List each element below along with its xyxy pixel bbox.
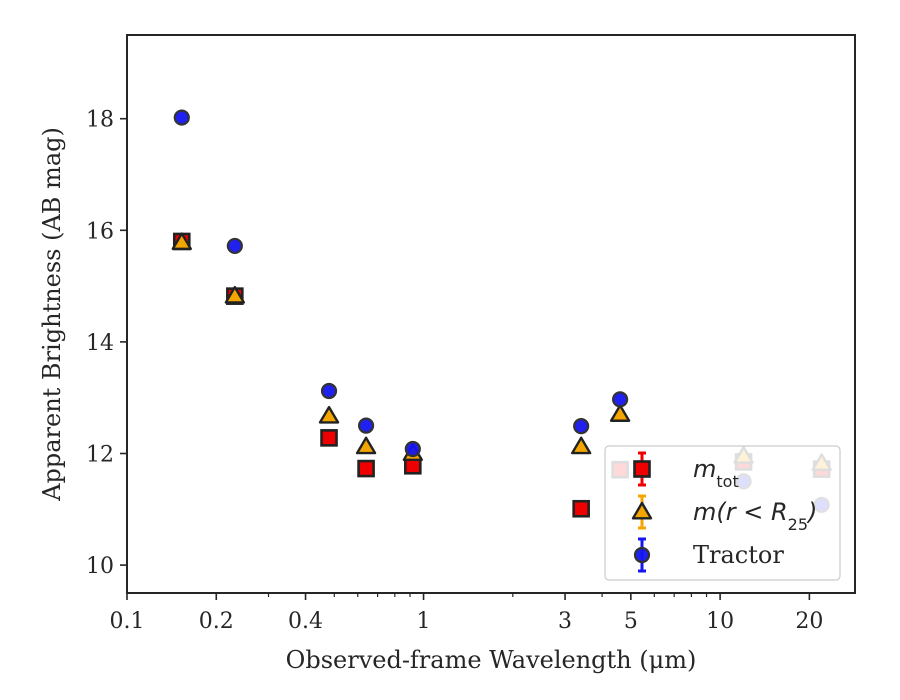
x-tick-label: 0.1 bbox=[110, 609, 145, 634]
data-point bbox=[224, 285, 246, 304]
legend-marker bbox=[633, 460, 651, 478]
y-tick-label: 18 bbox=[86, 108, 114, 133]
data-point bbox=[355, 436, 377, 455]
data-point bbox=[570, 436, 592, 455]
legend-box bbox=[604, 445, 841, 581]
legend-label-subscript: tot bbox=[716, 472, 738, 491]
x-tick-label: 1 bbox=[417, 609, 431, 634]
x-tick-label: 20 bbox=[795, 609, 823, 634]
y-axis: 10 12 14 16 18 bbox=[86, 108, 127, 579]
data-point bbox=[318, 405, 340, 424]
data-point bbox=[173, 109, 190, 126]
y-axis-label: Apparent Brightness (AB mag) bbox=[38, 127, 66, 502]
data-point bbox=[357, 459, 375, 478]
data-point bbox=[320, 382, 338, 400]
data-point bbox=[171, 232, 192, 251]
legend-label-suffix: ) bbox=[806, 498, 817, 526]
x-tick-label: 3 bbox=[558, 609, 572, 634]
plot-frame bbox=[126, 34, 856, 594]
x-tick-label: 10 bbox=[706, 609, 734, 634]
x-axis-label: Observed-frame Wavelength (μm) bbox=[286, 646, 697, 674]
legend-label: Tractor bbox=[693, 541, 784, 569]
data-point bbox=[226, 237, 243, 255]
legend-marker bbox=[631, 501, 653, 520]
data-point bbox=[404, 440, 421, 458]
y-tick-label: 16 bbox=[86, 219, 114, 244]
data-point bbox=[612, 391, 629, 408]
plot-area bbox=[126, 34, 856, 594]
x-tick-label: 0.4 bbox=[288, 609, 323, 634]
x-tick-label: 5 bbox=[624, 609, 638, 634]
legend-marker bbox=[633, 546, 651, 564]
y-tick-label: 12 bbox=[86, 443, 114, 468]
data-point bbox=[320, 429, 338, 447]
series-triangle bbox=[171, 232, 832, 472]
legend-label-subscript: 25 bbox=[788, 515, 808, 534]
data-point bbox=[572, 499, 590, 518]
y-tick-label: 10 bbox=[86, 554, 114, 579]
data-point bbox=[609, 404, 631, 422]
x-tick-label: 0.2 bbox=[199, 609, 234, 634]
x-axis: 0.1 0.2 0.4 1 3 5 10 20 bbox=[110, 593, 823, 634]
y-tick-label: 14 bbox=[86, 331, 114, 356]
data-point bbox=[357, 417, 375, 434]
data-point bbox=[573, 418, 590, 435]
